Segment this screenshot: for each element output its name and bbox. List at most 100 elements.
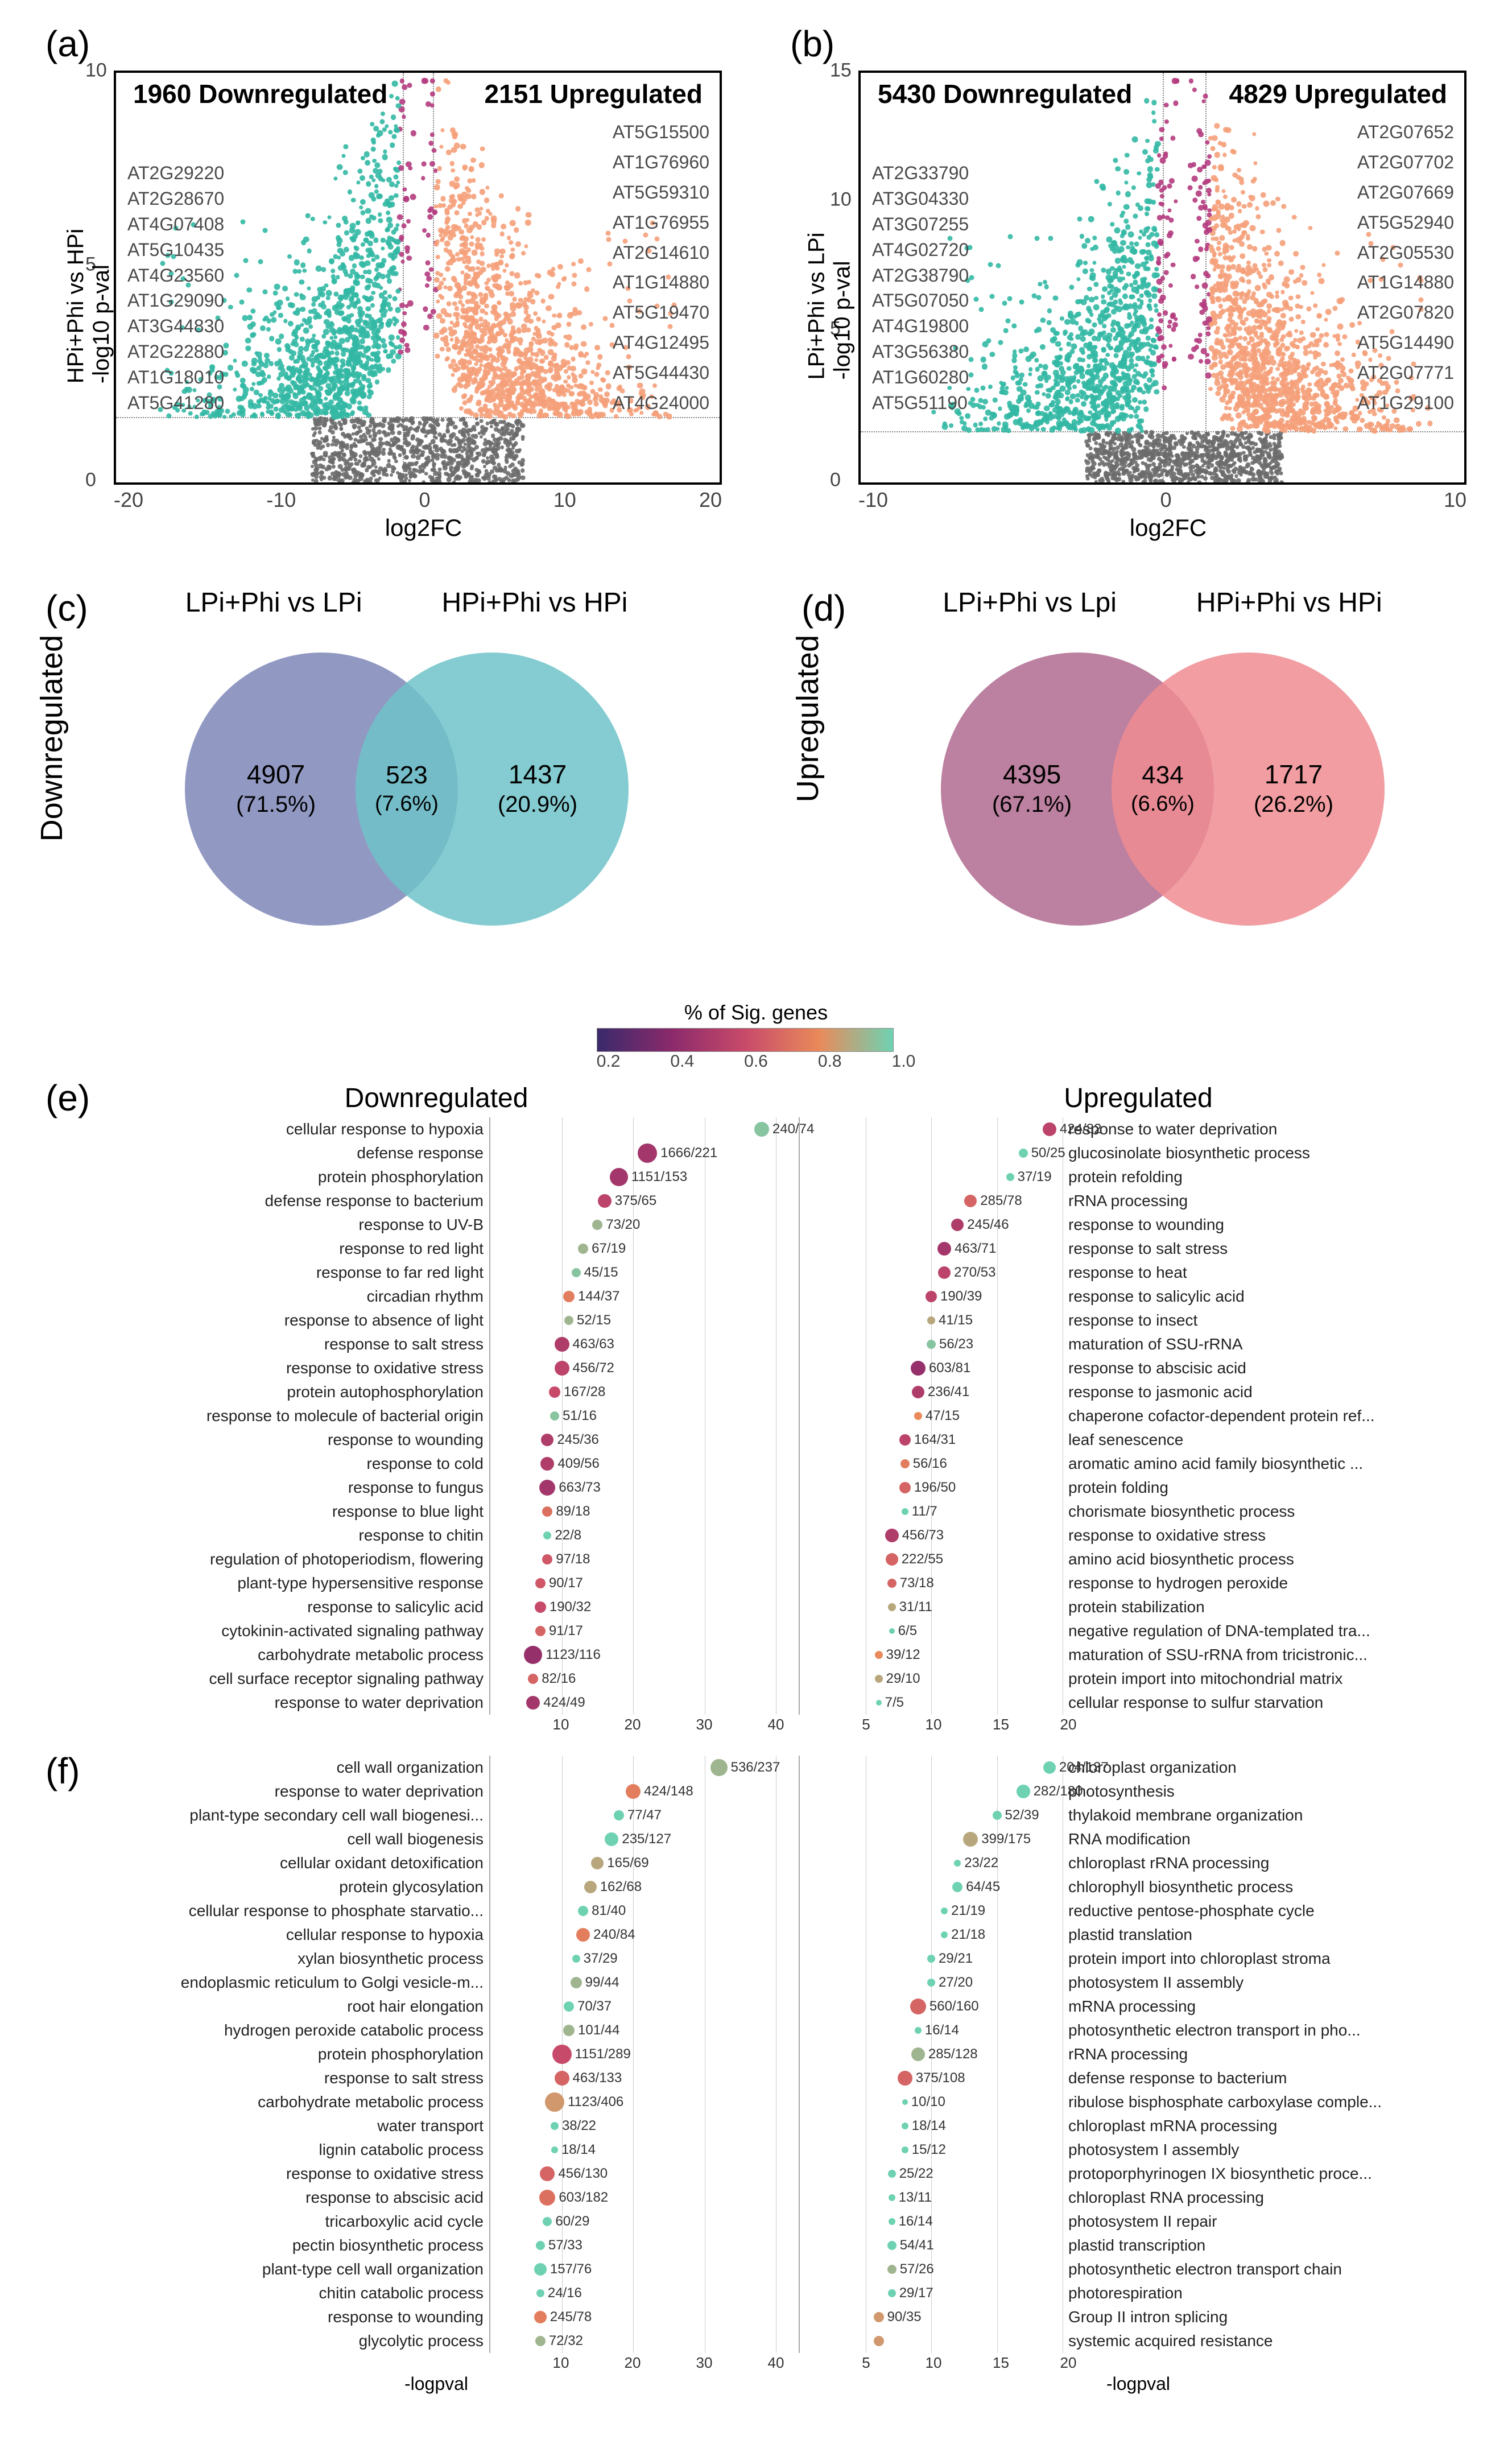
venn-d-svg: 4395(67.1%)434(6.6%)1717(26.2%) — [864, 624, 1461, 943]
go-dot — [614, 1810, 624, 1820]
go-dot — [885, 1529, 899, 1542]
go-label: cytokinin-activated signaling pathway — [97, 1622, 489, 1640]
go-label: carbohydrate metabolic process — [97, 2093, 489, 2111]
go-label: defense response to bacterium — [1063, 2069, 1478, 2087]
go-count: 29/10 — [886, 1671, 920, 1687]
go-row: 270/53response to heat — [799, 1261, 1478, 1285]
go-count: 245/36 — [557, 1432, 598, 1448]
go-label: response to absence of light — [97, 1311, 489, 1330]
svg-text:434: 434 — [1142, 761, 1183, 789]
go-row: lignin catabolic process18/14 — [97, 2138, 776, 2162]
go-count: 204/137 — [1059, 1760, 1109, 1776]
gene-label: AT2G14610 — [613, 242, 709, 263]
go-row: 204/137chloroplast organization — [799, 1756, 1478, 1780]
go-count: 245/46 — [967, 1217, 1009, 1233]
go-row: root hair elongation70/37 — [97, 1995, 776, 2018]
venn-d-title-right: HPi+Phi vs HPi — [1196, 587, 1382, 618]
go-count: 196/50 — [914, 1480, 956, 1496]
go-dot — [887, 2241, 897, 2250]
go-count: 21/19 — [951, 1903, 985, 1919]
go-label: chloroplast RNA processing — [1063, 2189, 1478, 2207]
go-count: 15/12 — [912, 2142, 946, 2158]
go-row: protein autophosphorylation167/28 — [97, 1380, 776, 1404]
gene-label: AT4G23560 — [127, 265, 224, 286]
svg-text:(7.6%): (7.6%) — [375, 792, 439, 816]
go-row: response to far red light45/15 — [97, 1261, 776, 1285]
go-dot — [535, 1601, 546, 1613]
go-row: 399/175RNA modification — [799, 1827, 1478, 1851]
go-dot — [555, 1337, 569, 1352]
go-row: cellular response to hypoxia240/84 — [97, 1923, 776, 1947]
go-row: 23/22chloroplast rRNA processing — [799, 1851, 1478, 1875]
go-label: response to salt stress — [97, 2069, 489, 2087]
go-dot — [551, 2146, 558, 2153]
go-dot — [963, 1832, 978, 1847]
go-row: response to UV-B73/20 — [97, 1213, 776, 1237]
go-count: 37/29 — [584, 1951, 618, 1967]
go-row: 41/15response to insect — [799, 1308, 1478, 1332]
go-label: response to water deprivation — [97, 1782, 489, 1801]
go-row: 222/55amino acid biosynthetic process — [799, 1547, 1478, 1571]
go-count: 1666/221 — [660, 1145, 717, 1161]
go-row: 39/12maturation of SSU-rRNA from tricist… — [799, 1643, 1478, 1667]
go-dot — [926, 1291, 937, 1302]
go-count: 603/81 — [929, 1360, 970, 1376]
go-section: % of Sig. genes 0.20.40.60.81.0 (e) Down… — [34, 1001, 1478, 2394]
go-count: 603/182 — [559, 2190, 608, 2206]
go-dot — [914, 1412, 922, 1420]
go-label: protein phosphorylation — [97, 2045, 489, 2063]
go-dot — [927, 1316, 935, 1324]
go-row: response to absence of light52/15 — [97, 1308, 776, 1332]
go-row: 50/25glucosinolate biosynthetic process — [799, 1141, 1478, 1165]
go-row: response to red light67/19 — [97, 1237, 776, 1261]
go-row: xylan biosynthetic process37/29 — [97, 1947, 776, 1971]
gene-label: AT4G07408 — [127, 214, 224, 235]
go-label: photorespiration — [1063, 2284, 1478, 2302]
go-label: thylakoid membrane organization — [1063, 1806, 1478, 1824]
go-dot — [902, 2099, 908, 2105]
go-dot — [888, 2170, 896, 2178]
go-dot — [927, 1955, 935, 1963]
go-dot — [578, 1906, 588, 1916]
go-row: 64/45chlorophyll biosynthetic process — [799, 1875, 1478, 1899]
go-label: response to heat — [1063, 1264, 1478, 1282]
go-count: 29/17 — [899, 2285, 933, 2301]
venn-c-title-right: HPi+Phi vs HPi — [442, 587, 628, 618]
go-label: endoplasmic reticulum to Golgi vesicle-m… — [97, 1974, 489, 1992]
go-dot — [1017, 1785, 1030, 1798]
go-row: response to water deprivation424/49 — [97, 1691, 776, 1715]
go-row: response to salt stress463/63 — [97, 1332, 776, 1356]
svg-text:1437: 1437 — [508, 759, 566, 789]
go-row: protein phosphorylation1151/153 — [97, 1165, 776, 1189]
panel-d-label: (d) — [790, 587, 836, 635]
panel-c-label: (c) — [34, 587, 80, 635]
go-count: 50/25 — [1031, 1145, 1065, 1161]
go-row: 27/20photosystem II assembly — [799, 1971, 1478, 1995]
go-dot — [887, 2265, 897, 2274]
go-e-down-col: Downregulated cellular response to hypox… — [97, 1083, 776, 1733]
go-label: response to hydrogen peroxide — [1063, 1574, 1478, 1592]
go-dot — [524, 1646, 542, 1664]
go-dot — [545, 2092, 564, 2112]
go-count: 424/49 — [543, 1695, 585, 1711]
go-label: cellular response to hypoxia — [97, 1120, 489, 1138]
go-row: response to water deprivation 424/148 — [97, 1780, 776, 1803]
svg-text:4395: 4395 — [1002, 759, 1060, 789]
go-row: endoplasmic reticulum to Golgi vesicle-m… — [97, 1971, 776, 1995]
go-count: 424/148 — [644, 1783, 693, 1799]
go-label: plastid translation — [1063, 1926, 1478, 1944]
go-dot — [938, 1266, 951, 1279]
go-row: hydrogen peroxide catabolic process101/4… — [97, 2018, 776, 2042]
go-row: response to blue light89/18 — [97, 1500, 776, 1524]
go-label: chloroplast rRNA processing — [1063, 1854, 1478, 1872]
gene-label: AT5G14490 — [1357, 332, 1454, 353]
go-dot — [535, 2336, 546, 2346]
svg-text:(26.2%): (26.2%) — [1253, 792, 1333, 817]
gene-label: AT1G29100 — [1357, 393, 1454, 414]
gene-label: AT5G41280 — [127, 393, 224, 414]
go-dot — [889, 2218, 895, 2225]
go-label: ribulose bisphosphate carboxylase comple… — [1063, 2093, 1478, 2111]
go-count: 81/40 — [592, 1903, 626, 1919]
go-label: amino acid biosynthetic process — [1063, 1550, 1478, 1568]
go-label: response to oxidative stress — [97, 1359, 489, 1377]
